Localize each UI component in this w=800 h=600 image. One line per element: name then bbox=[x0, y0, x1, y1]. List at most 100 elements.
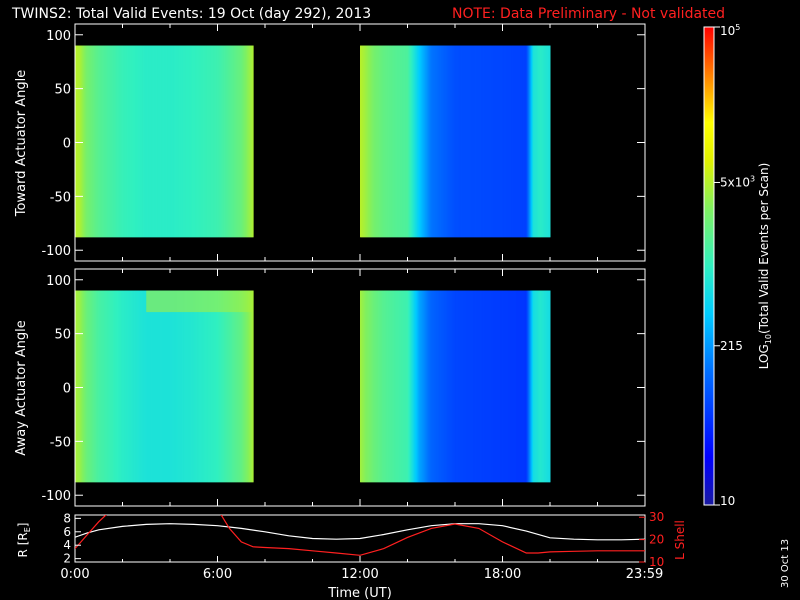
lshell-series-line bbox=[75, 515, 107, 549]
heatmap-cell bbox=[161, 290, 163, 483]
heatmap-cell bbox=[364, 290, 367, 483]
heatmap-cell bbox=[232, 290, 235, 483]
heatmap-cell bbox=[425, 45, 427, 238]
heatmap-cell bbox=[507, 45, 509, 238]
heatmap-cell bbox=[528, 290, 530, 483]
heatmap-cell bbox=[457, 45, 460, 238]
heatmap-cell bbox=[515, 45, 518, 238]
heatmap-cell bbox=[243, 290, 245, 483]
heatmap-cell bbox=[224, 290, 226, 483]
heatmap-cell bbox=[441, 290, 444, 483]
heatmap-cell bbox=[390, 290, 392, 483]
heatmap-cell bbox=[404, 290, 407, 483]
heatmap-cell bbox=[182, 290, 184, 483]
heatmap-cell bbox=[364, 45, 367, 238]
heatmap-cell bbox=[414, 45, 416, 238]
heatmap-cell bbox=[406, 290, 408, 483]
heatmap-cell bbox=[98, 290, 101, 483]
heatmap-cell bbox=[177, 290, 180, 483]
heatmap-cell bbox=[204, 45, 206, 238]
heatmap-cell bbox=[439, 45, 442, 238]
heatmap-cell bbox=[514, 290, 517, 483]
heatmap-cell bbox=[416, 45, 418, 238]
heatmap-cell bbox=[170, 290, 172, 483]
heatmap-cell bbox=[476, 45, 479, 238]
heatmap-cell bbox=[487, 290, 489, 483]
heatmap-cell bbox=[474, 290, 477, 483]
heatmap-cell bbox=[162, 45, 164, 238]
heatmap-cell bbox=[377, 45, 379, 238]
heatmap-cell bbox=[229, 45, 232, 238]
heatmap-cell bbox=[157, 45, 160, 238]
heatmap-cell bbox=[418, 290, 421, 483]
heatmap-cell bbox=[400, 290, 403, 483]
heatmap-cell bbox=[397, 45, 399, 238]
heatmap-cell bbox=[549, 290, 551, 483]
heatmap-cell bbox=[415, 290, 417, 483]
heatmap-cell bbox=[141, 290, 143, 483]
heatmap-cell bbox=[447, 290, 449, 483]
heatmap-cell bbox=[506, 290, 508, 483]
heatmap-cell bbox=[215, 45, 218, 238]
heatmap-cell bbox=[409, 45, 411, 238]
heatmap-cell bbox=[369, 45, 371, 238]
lshell-tick-label: 10 bbox=[649, 555, 664, 569]
heatmap-cell bbox=[160, 290, 162, 483]
heatmap-cell bbox=[179, 290, 181, 483]
colorbar-gradient bbox=[703, 26, 715, 506]
heatmap-cell bbox=[382, 290, 385, 483]
y-tick-label: 0 bbox=[63, 137, 71, 152]
heatmap-cell bbox=[507, 290, 509, 483]
heatmap-cell bbox=[398, 290, 400, 483]
heatmap-cell bbox=[163, 45, 165, 238]
heatmap-cell bbox=[209, 290, 212, 483]
heatmap-cell bbox=[444, 45, 446, 238]
heatmap-cell bbox=[463, 45, 465, 238]
heatmap-cell bbox=[158, 290, 161, 483]
heatmap-cell bbox=[143, 290, 145, 483]
heatmap-cell bbox=[120, 290, 123, 483]
heatmap-cell bbox=[404, 45, 407, 238]
heatmap-cell bbox=[515, 290, 518, 483]
heatmap-cell bbox=[180, 45, 182, 238]
heatmap-cell bbox=[132, 45, 134, 238]
heatmap-cell bbox=[506, 45, 508, 238]
heatmap-cell bbox=[100, 45, 103, 238]
heatmap-cell bbox=[244, 45, 246, 238]
heatmap-cell bbox=[433, 45, 435, 238]
heatmap-cell bbox=[508, 290, 510, 483]
heatmap-cell bbox=[377, 290, 379, 483]
heatmap-cell bbox=[239, 290, 241, 483]
heatmap-cell bbox=[76, 290, 79, 483]
heatmap-cell bbox=[540, 290, 542, 483]
heatmap-cell bbox=[191, 290, 194, 483]
heatmap-cell bbox=[480, 45, 483, 238]
heatmap-cell bbox=[443, 290, 446, 483]
heatmap-cell bbox=[77, 290, 80, 483]
heatmap-cell bbox=[543, 290, 545, 483]
heatmap-cell bbox=[138, 45, 141, 238]
colorbar: 105 5x103 215 10 LOG10(Total Valid Events p… bbox=[703, 23, 773, 508]
heatmap-cell bbox=[127, 290, 129, 483]
heatmap-cell bbox=[469, 45, 471, 238]
heatmap-cell bbox=[98, 45, 101, 238]
heatmap-cell bbox=[214, 290, 217, 483]
heatmap-cell bbox=[91, 45, 93, 238]
heatmap-cell bbox=[361, 290, 364, 483]
heatmap-cell bbox=[225, 45, 227, 238]
heatmap-cell bbox=[121, 290, 123, 483]
heatmap-cell bbox=[107, 290, 109, 483]
heatmap-cell bbox=[248, 290, 251, 483]
heatmap-cell bbox=[538, 290, 541, 483]
heatmap-cell bbox=[110, 45, 112, 238]
heatmap-cell bbox=[455, 45, 458, 238]
heatmap-cell bbox=[459, 290, 462, 483]
heatmap-cell bbox=[201, 290, 203, 483]
heatmap-cell bbox=[510, 290, 512, 483]
heatmap-cell bbox=[111, 290, 113, 483]
heatmap-cell bbox=[446, 290, 448, 483]
heatmap-cell bbox=[500, 45, 503, 238]
heatmap-cell bbox=[493, 290, 495, 483]
heatmap-cell bbox=[473, 290, 475, 483]
heatmap-cell bbox=[243, 45, 245, 238]
